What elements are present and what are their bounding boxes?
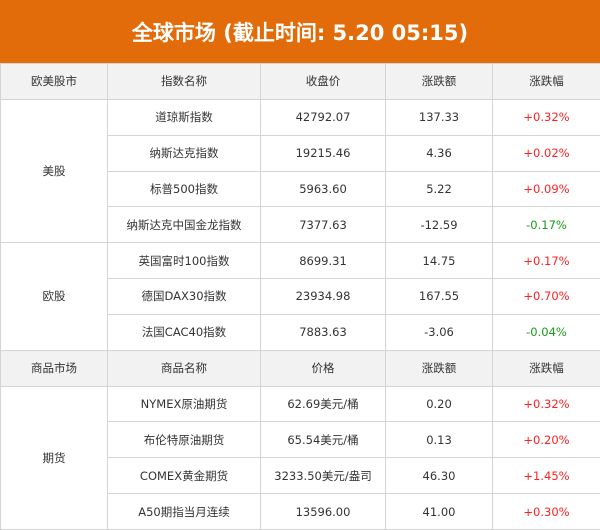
cell-price: 8699.31 (261, 243, 386, 279)
column-header: 涨跌额 (386, 350, 493, 386)
column-header: 价格 (261, 350, 386, 386)
cell-name: 布伦特原油期货 (108, 422, 261, 458)
cell-price: 62.69美元/桶 (261, 386, 386, 422)
column-header: 涨跌额 (386, 64, 493, 100)
column-header: 欧美股市 (1, 64, 108, 100)
cell-change: 167.55 (386, 279, 493, 315)
cell-name: 标普500指数 (108, 171, 261, 207)
cell-pct: +0.02% (493, 135, 600, 171)
cell-pct: +1.45% (493, 458, 600, 494)
cell-change: 137.33 (386, 99, 493, 135)
cell-name: A50期指当月连续 (108, 494, 261, 530)
cell-pct: +0.17% (493, 243, 600, 279)
cell-price: 23934.98 (261, 279, 386, 315)
cell-price: 13596.00 (261, 494, 386, 530)
column-header: 指数名称 (108, 64, 261, 100)
cell-name: COMEX黄金期货 (108, 458, 261, 494)
cell-change: 41.00 (386, 494, 493, 530)
cell-change: 4.36 (386, 135, 493, 171)
cell-pct: +0.32% (493, 386, 600, 422)
cell-name: 德国DAX30指数 (108, 279, 261, 315)
column-header: 涨跌幅 (493, 350, 600, 386)
cell-change: 5.22 (386, 171, 493, 207)
cell-price: 7377.63 (261, 207, 386, 243)
cell-price: 19215.46 (261, 135, 386, 171)
page-title: 全球市场 (截止时间: 5.20 05:15) (0, 0, 600, 63)
cell-name: 道琼斯指数 (108, 99, 261, 135)
cell-name: 纳斯达克指数 (108, 135, 261, 171)
cell-name: 英国富时100指数 (108, 243, 261, 279)
cell-price: 65.54美元/桶 (261, 422, 386, 458)
cell-name: NYMEX原油期货 (108, 386, 261, 422)
commodities-header-row: 商品市场商品名称价格涨跌额涨跌幅 (1, 350, 600, 386)
cell-pct: -0.04% (493, 314, 600, 350)
cell-change: 0.20 (386, 386, 493, 422)
cell-pct: -0.17% (493, 207, 600, 243)
group-label: 美股 (1, 99, 108, 242)
stocks-header-row: 欧美股市指数名称收盘价涨跌额涨跌幅 (1, 64, 600, 100)
cell-pct: +0.70% (493, 279, 600, 315)
cell-change: -12.59 (386, 207, 493, 243)
cell-pct: +0.20% (493, 422, 600, 458)
group-label: 欧股 (1, 243, 108, 351)
cell-price: 7883.63 (261, 314, 386, 350)
cell-price: 5963.60 (261, 171, 386, 207)
column-header: 商品名称 (108, 350, 261, 386)
cell-price: 42792.07 (261, 99, 386, 135)
cell-pct: +0.32% (493, 99, 600, 135)
column-header: 收盘价 (261, 64, 386, 100)
cell-name: 法国CAC40指数 (108, 314, 261, 350)
cell-price: 3233.50美元/盎司 (261, 458, 386, 494)
cell-change: -3.06 (386, 314, 493, 350)
column-header: 涨跌幅 (493, 64, 600, 100)
cell-name: 纳斯达克中国金龙指数 (108, 207, 261, 243)
group-label: 期货 (1, 386, 108, 529)
cell-change: 0.13 (386, 422, 493, 458)
cell-pct: +0.09% (493, 171, 600, 207)
column-header: 商品市场 (1, 350, 108, 386)
cell-pct: +0.30% (493, 494, 600, 530)
cell-change: 46.30 (386, 458, 493, 494)
cell-change: 14.75 (386, 243, 493, 279)
